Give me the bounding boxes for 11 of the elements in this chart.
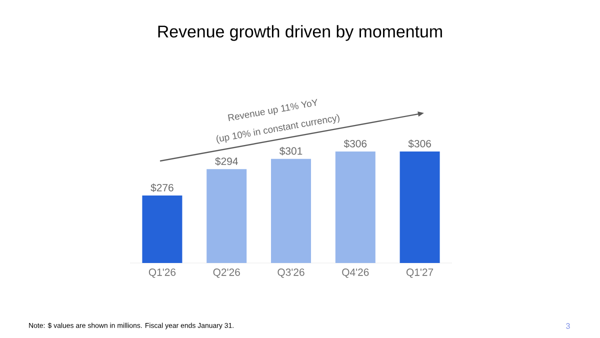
x-tick-label: Q1'26 — [148, 268, 176, 278]
x-tick-label: Q3'26 — [278, 268, 304, 278]
data-label: $301 — [279, 146, 302, 156]
chart-title: Revenue growth driven by momentum — [158, 25, 442, 41]
x-tick-label: Q1'27 — [406, 268, 434, 278]
x-tick-label: Q4'26 — [342, 268, 369, 278]
data-label: $306 — [344, 140, 367, 148]
x-tick-label: Q2'26 — [213, 268, 240, 278]
data-label: $276 — [150, 184, 174, 192]
data-label: $294 — [215, 157, 238, 166]
data-label: $306 — [408, 140, 431, 148]
